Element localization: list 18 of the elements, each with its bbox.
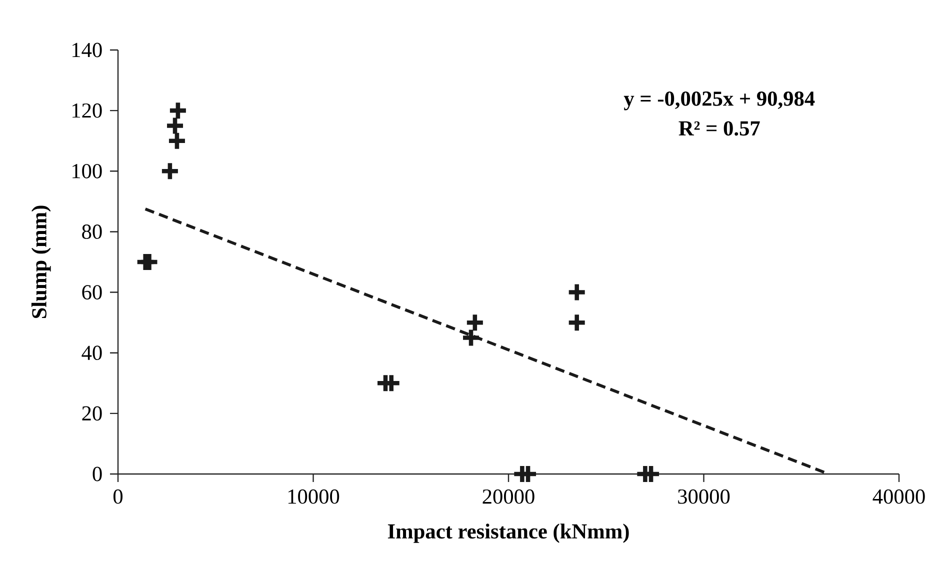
y-tick-label: 20: [82, 406, 102, 421]
point: [566, 282, 587, 302]
x-tick-label: 30000: [678, 489, 730, 504]
y-tick-label: 140: [72, 42, 102, 58]
y-tick-label: 80: [82, 224, 102, 239]
x-tick-label: 0: [113, 489, 123, 504]
annotation: R² = 0.57: [678, 121, 760, 136]
annotation: y = -0,0025x + 90,984: [624, 91, 815, 110]
y-tick-label: 60: [82, 285, 102, 300]
x-tick-label: 20000: [482, 489, 534, 504]
y-tick-label: 0: [92, 466, 102, 482]
y-tick-label: 100: [72, 164, 102, 178]
y-tick-label: 40: [82, 346, 102, 360]
y-tick-label: 120: [72, 103, 102, 118]
y-axis-title: Slump (mm): [31, 206, 51, 318]
x-tick-label: 40000: [872, 489, 925, 504]
x-tick-label: 10000: [288, 489, 340, 504]
x-axis-title: Impact resistance (kNmm): [388, 524, 629, 543]
